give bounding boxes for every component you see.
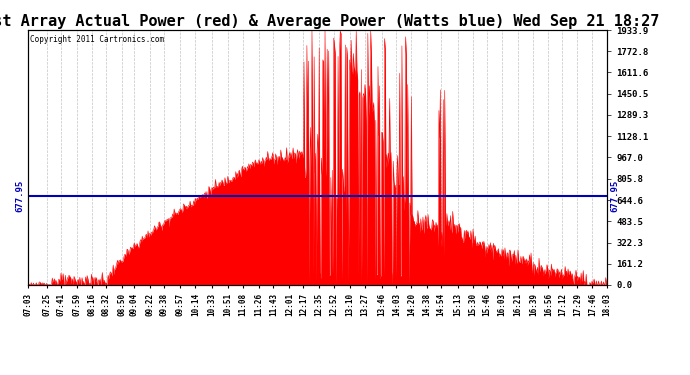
- Text: 677.95: 677.95: [610, 180, 619, 212]
- Title: East Array Actual Power (red) & Average Power (Watts blue) Wed Sep 21 18:27: East Array Actual Power (red) & Average …: [0, 14, 660, 29]
- Text: 677.95: 677.95: [16, 180, 25, 212]
- Text: Copyright 2011 Cartronics.com: Copyright 2011 Cartronics.com: [30, 35, 165, 44]
